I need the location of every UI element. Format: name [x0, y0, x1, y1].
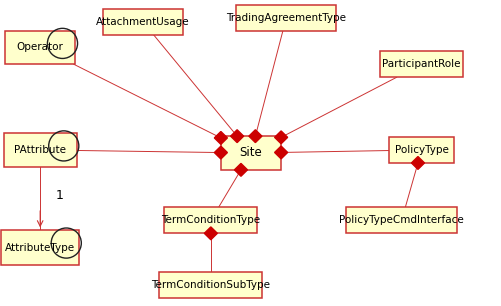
Text: PolicyType: PolicyType — [394, 145, 448, 155]
Text: TradingAgreementType: TradingAgreementType — [225, 13, 346, 23]
Polygon shape — [214, 146, 227, 159]
FancyBboxPatch shape — [346, 207, 456, 233]
Polygon shape — [214, 132, 227, 144]
Text: PolicyTypeCmdInterface: PolicyTypeCmdInterface — [339, 215, 463, 225]
Text: TermConditionType: TermConditionType — [161, 215, 260, 225]
Polygon shape — [230, 130, 243, 143]
FancyBboxPatch shape — [5, 31, 75, 64]
FancyBboxPatch shape — [235, 6, 336, 32]
FancyBboxPatch shape — [4, 133, 77, 167]
Polygon shape — [274, 131, 287, 144]
Text: Site: Site — [239, 147, 262, 159]
FancyBboxPatch shape — [380, 51, 462, 77]
FancyBboxPatch shape — [220, 136, 281, 170]
Text: ParticipantRole: ParticipantRole — [382, 59, 460, 69]
Polygon shape — [248, 130, 262, 143]
FancyBboxPatch shape — [388, 137, 453, 163]
Polygon shape — [411, 156, 424, 170]
FancyBboxPatch shape — [159, 272, 262, 297]
Text: AttributeType: AttributeType — [5, 243, 75, 253]
FancyBboxPatch shape — [103, 9, 183, 35]
Polygon shape — [234, 163, 247, 176]
Text: Operator: Operator — [17, 43, 64, 52]
FancyBboxPatch shape — [2, 230, 79, 266]
FancyBboxPatch shape — [164, 207, 257, 233]
Text: 1: 1 — [55, 189, 63, 202]
Text: PAttribute: PAttribute — [14, 145, 66, 155]
Polygon shape — [204, 227, 217, 240]
Polygon shape — [274, 146, 287, 159]
Text: TermConditionSubType: TermConditionSubType — [151, 280, 270, 289]
Text: AttachmentUsage: AttachmentUsage — [96, 17, 189, 27]
